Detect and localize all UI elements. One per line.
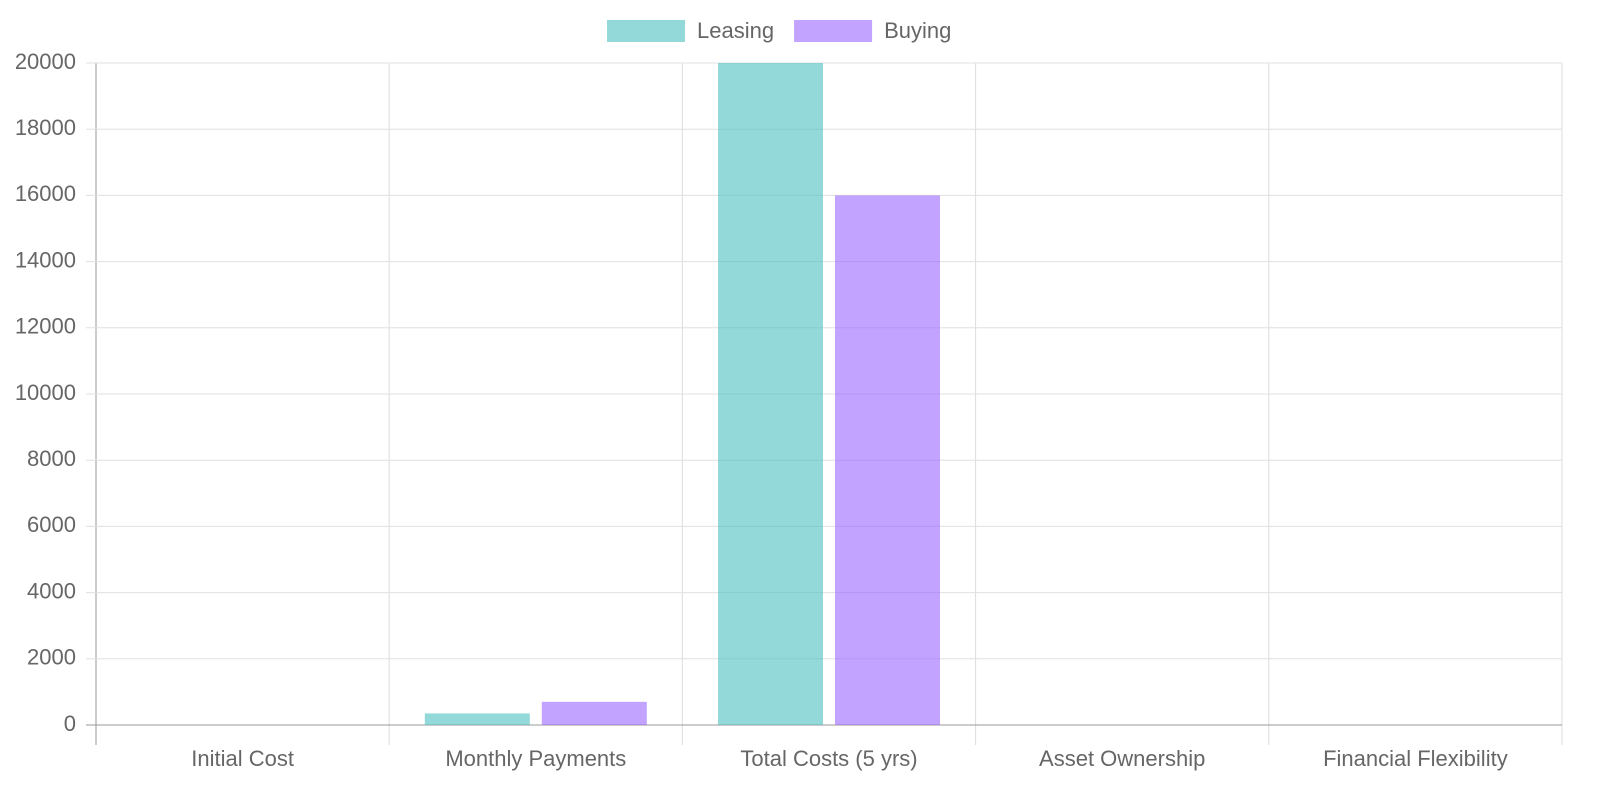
- y-tick-label: 6000: [27, 512, 76, 537]
- y-tick-label: 12000: [15, 314, 76, 339]
- y-tick-label: 8000: [27, 446, 76, 471]
- y-tick-label: 20000: [15, 49, 76, 74]
- legend-swatch[interactable]: [607, 20, 685, 42]
- y-tick-label: 18000: [15, 115, 76, 140]
- x-tick-label: Asset Ownership: [1039, 746, 1205, 771]
- bar[interactable]: [718, 63, 823, 725]
- y-tick-label: 16000: [15, 181, 76, 206]
- x-tick-label: Initial Cost: [191, 746, 294, 771]
- y-tick-label: 4000: [27, 578, 76, 603]
- x-tick-label: Total Costs (5 yrs): [740, 746, 917, 771]
- x-tick-label: Monthly Payments: [445, 746, 626, 771]
- x-tick-label: Financial Flexibility: [1323, 746, 1508, 771]
- bar[interactable]: [835, 195, 940, 725]
- legend-label[interactable]: Leasing: [697, 18, 774, 43]
- y-tick-label: 2000: [27, 645, 76, 670]
- y-tick-label: 14000: [15, 247, 76, 272]
- legend-swatch[interactable]: [794, 20, 873, 42]
- bar[interactable]: [541, 701, 647, 725]
- bar[interactable]: [424, 713, 530, 725]
- legend-label[interactable]: Buying: [884, 18, 951, 43]
- y-tick-label: 0: [64, 711, 76, 736]
- y-tick-label: 10000: [15, 380, 76, 405]
